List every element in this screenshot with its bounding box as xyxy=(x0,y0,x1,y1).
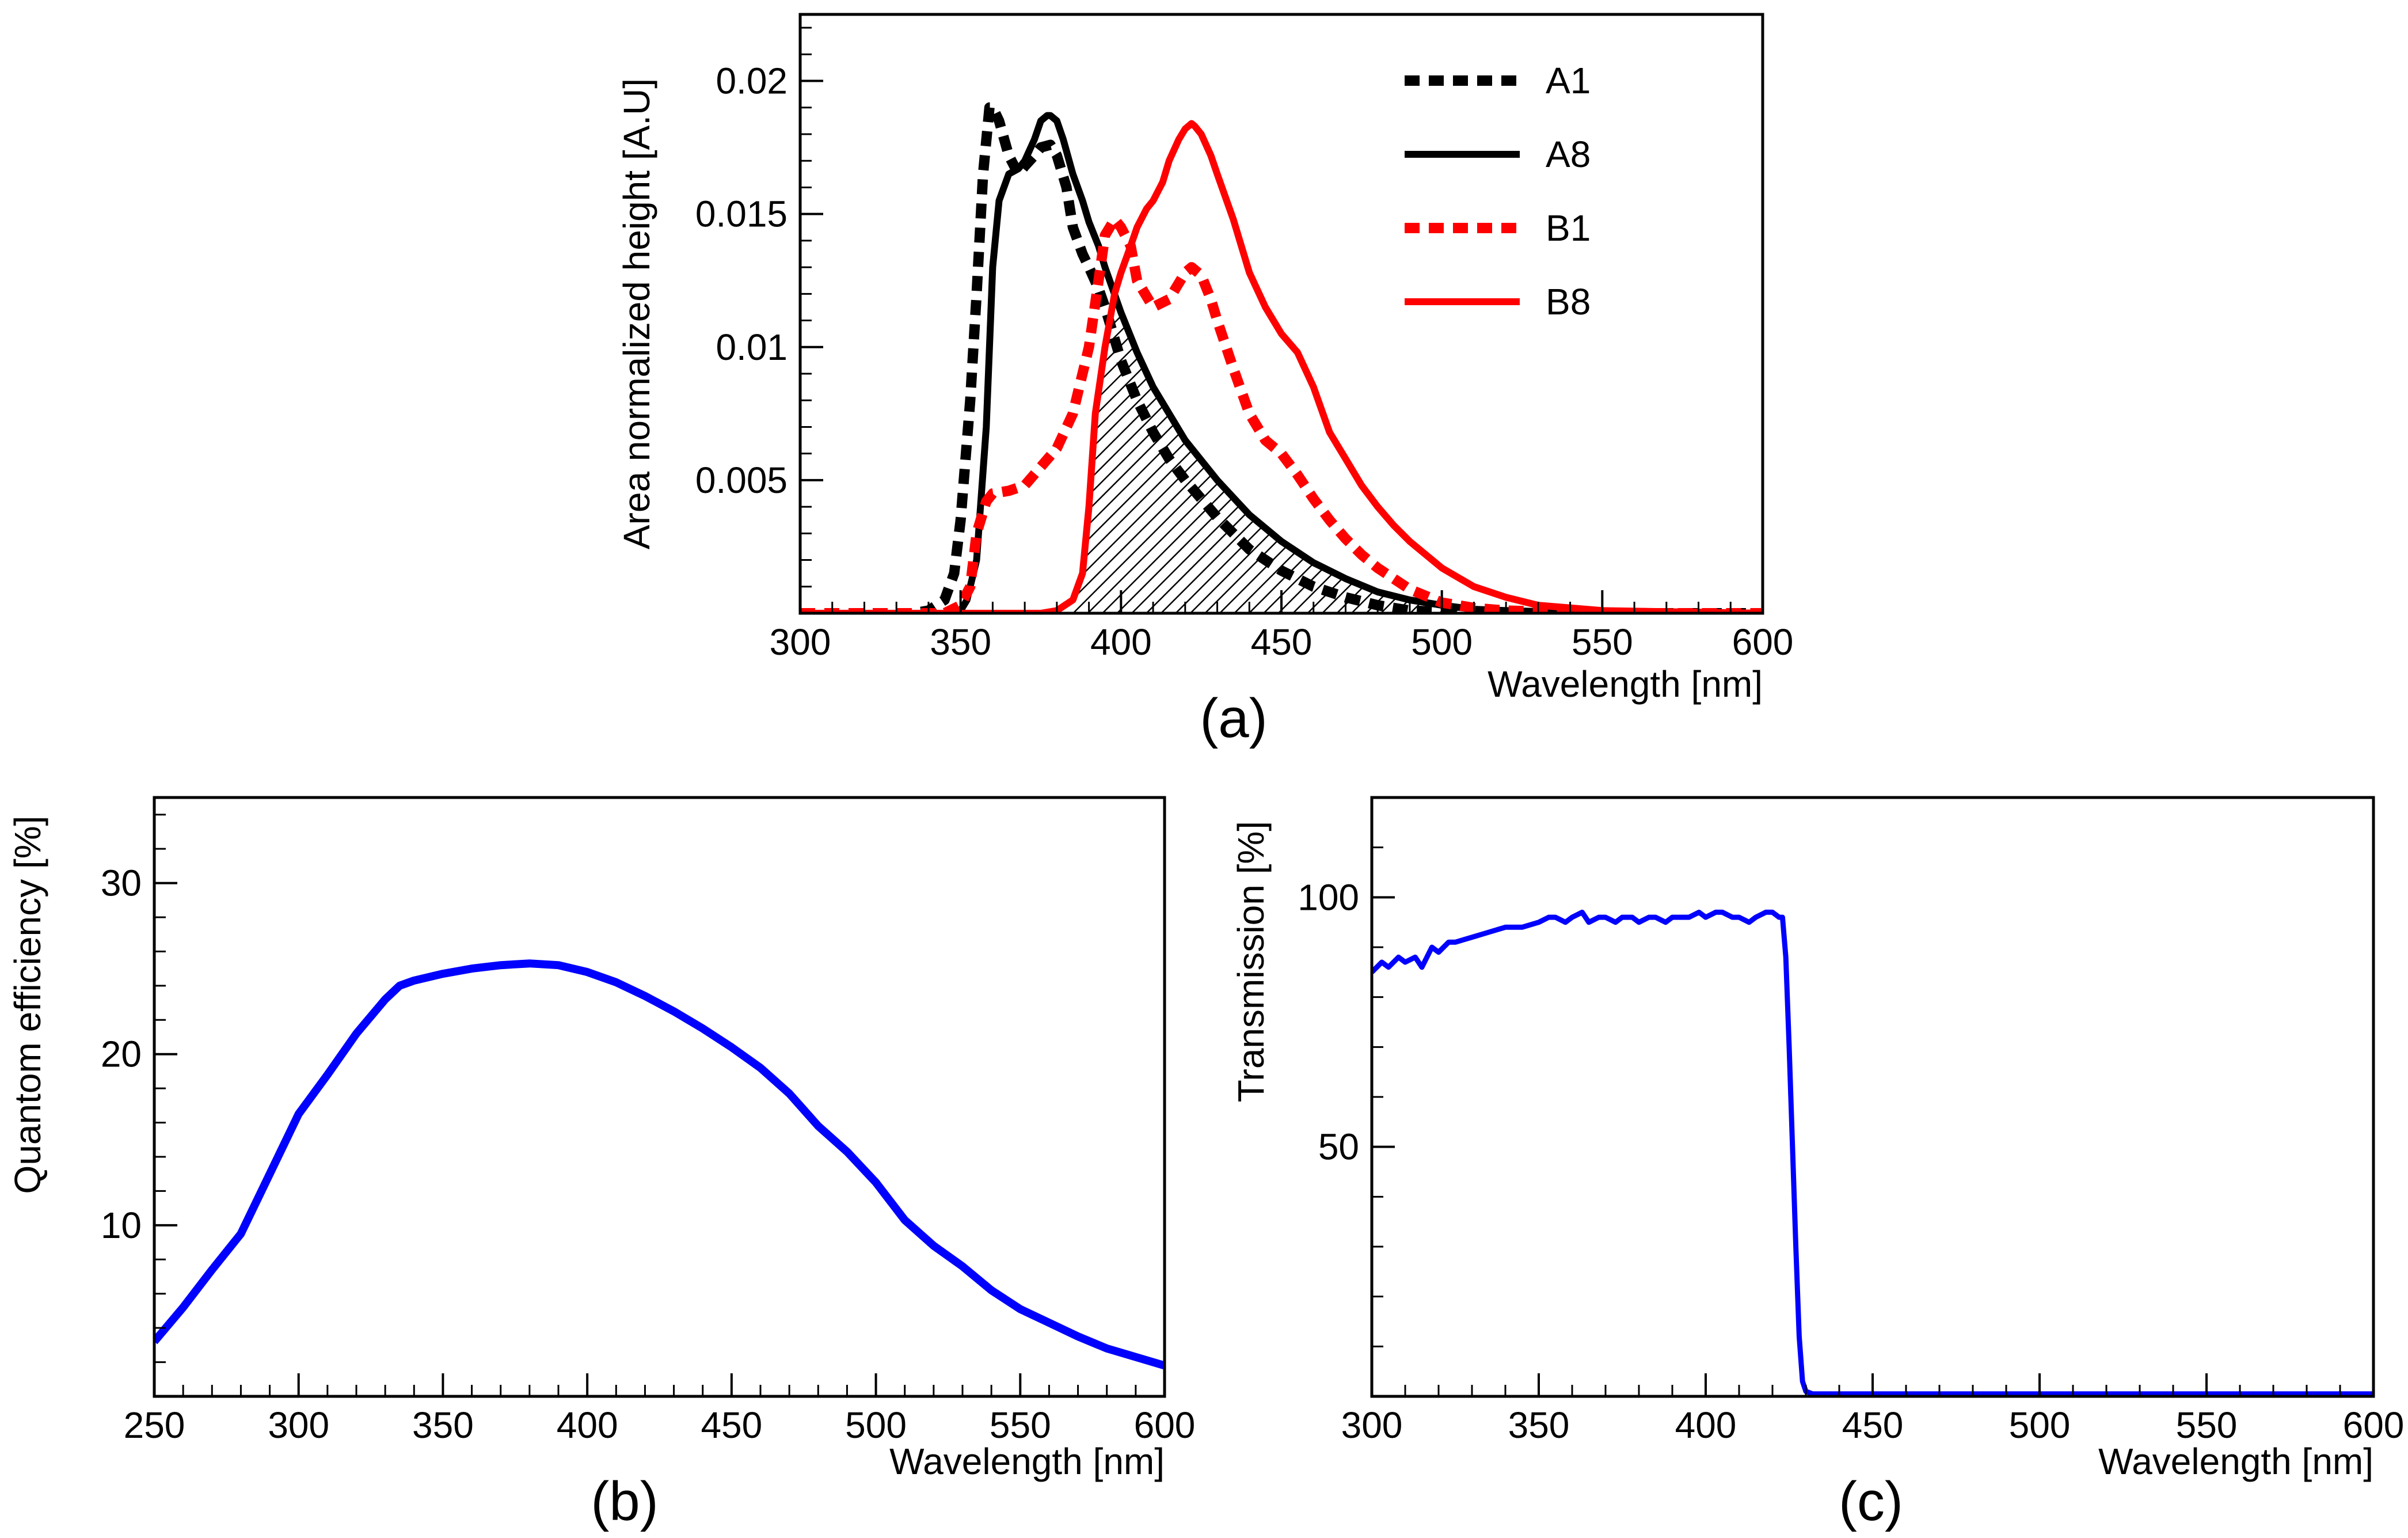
panel-c-ytick-label: 50 xyxy=(1318,1126,1359,1168)
panel-b-xtick-label: 500 xyxy=(845,1404,907,1446)
panel-a-shaded-region xyxy=(1072,294,1481,613)
panel-b-series-quantum-efficiency xyxy=(154,959,1165,1370)
legend-b1-label: B1 xyxy=(1546,207,1591,249)
panel-a-legend: A1 A8 B1 B8 xyxy=(1405,60,1591,322)
panel-b-xtick-label: 400 xyxy=(557,1404,618,1446)
panel-b-label: (b) xyxy=(591,1471,658,1532)
panel-a-series-b1 xyxy=(800,214,1763,613)
panel-c-xtick-label: 300 xyxy=(1341,1404,1403,1446)
panel-b-xtick-label: 250 xyxy=(124,1404,185,1446)
panel-b-xtick-label: 300 xyxy=(268,1404,329,1446)
panel-c-label: (c) xyxy=(1839,1471,1903,1532)
panel-c: 300 350 400 450 500 550 600 50 100 Wavelength [n… xyxy=(1230,796,2405,1532)
panel-a-xtick-label: 600 xyxy=(1732,621,1794,663)
legend-a8-label: A8 xyxy=(1546,134,1591,175)
panel-a-frame xyxy=(798,13,1764,615)
panel-a-plot xyxy=(800,102,1763,613)
panel-c-xtick-label: 350 xyxy=(1508,1404,1570,1446)
panel-c-xtick-label: 500 xyxy=(2009,1404,2071,1446)
panel-a-xtick-label: 350 xyxy=(930,621,991,663)
panel-b-plot xyxy=(154,959,1165,1370)
panel-a-ytick-label: 0.02 xyxy=(716,60,788,102)
panel-c-plot xyxy=(1372,909,2373,1396)
panel-a-label: (a) xyxy=(1200,688,1267,749)
panel-b-xtick-label: 450 xyxy=(701,1404,762,1446)
panel-b-frame xyxy=(153,796,1166,1398)
panel-b: 250 300 350 400 450 500 550 600 10 20 30 Wavelengt… xyxy=(7,796,1196,1532)
panel-c-frame xyxy=(1370,796,2375,1398)
panel-b-ytick-label: 20 xyxy=(101,1034,142,1075)
panel-a-series-a8 xyxy=(800,112,1763,613)
panel-a-ticks: 300 350 400 450 500 550 600 0.005 0.01 0.015 0.02 xyxy=(695,26,1794,663)
panel-b-ytick-label: 30 xyxy=(101,863,142,904)
panel-b-ticks: 250 300 350 400 450 500 550 600 10 20 30 xyxy=(101,814,1196,1446)
panel-c-ytick-label: 100 xyxy=(1298,876,1359,918)
panel-a-ytick-label: 0.005 xyxy=(695,459,788,501)
panel-a-ytick-label: 0.015 xyxy=(695,193,788,235)
panel-c-xtick-label: 450 xyxy=(1842,1404,1904,1446)
panel-c-series-transmission xyxy=(1372,909,2373,1396)
panel-c-xtick-label: 600 xyxy=(2343,1404,2405,1446)
panel-a-series-b8 xyxy=(800,120,1763,613)
panel-b-xtick-label: 600 xyxy=(1134,1404,1196,1446)
panel-a-xlabel: Wavelength [nm] xyxy=(1488,663,1763,705)
panel-a-xtick-label: 450 xyxy=(1251,621,1313,663)
legend-b8-label: B8 xyxy=(1546,281,1591,322)
panel-a-series-a1 xyxy=(800,102,1763,613)
panel-a-ylabel: Area normalized height [A.U] xyxy=(616,78,657,549)
panel-c-ticks: 300 350 400 450 500 550 600 50 100 xyxy=(1298,796,2405,1446)
panel-b-xtick-label: 550 xyxy=(990,1404,1051,1446)
panel-a-ytick-label: 0.01 xyxy=(716,326,788,368)
panel-c-xlabel: Wavelength [nm] xyxy=(2098,1441,2373,1482)
panel-a: 300 350 400 450 500 550 6000.0050.010.0150.02 … xyxy=(616,13,1794,749)
panel-c-xtick-label: 400 xyxy=(1675,1404,1737,1446)
panel-b-xlabel: Wavelength [nm] xyxy=(889,1441,1165,1482)
panel-b-ylabel: Quantom efficiency [%] xyxy=(7,816,48,1194)
panel-c-xtick-label: 550 xyxy=(2176,1404,2238,1446)
panel-c-ylabel: Transmission [%] xyxy=(1230,821,1272,1102)
panel-b-ytick-label: 10 xyxy=(101,1205,142,1246)
panel-a-xtick-label: 300 xyxy=(770,621,831,663)
panel-a-xtick-label: 400 xyxy=(1090,621,1152,663)
panel-a-xtick-label: 550 xyxy=(1572,621,1633,663)
panel-b-xtick-label: 350 xyxy=(412,1404,474,1446)
panel-a-xtick-label: 500 xyxy=(1411,621,1473,663)
legend-a1-label: A1 xyxy=(1546,60,1591,101)
